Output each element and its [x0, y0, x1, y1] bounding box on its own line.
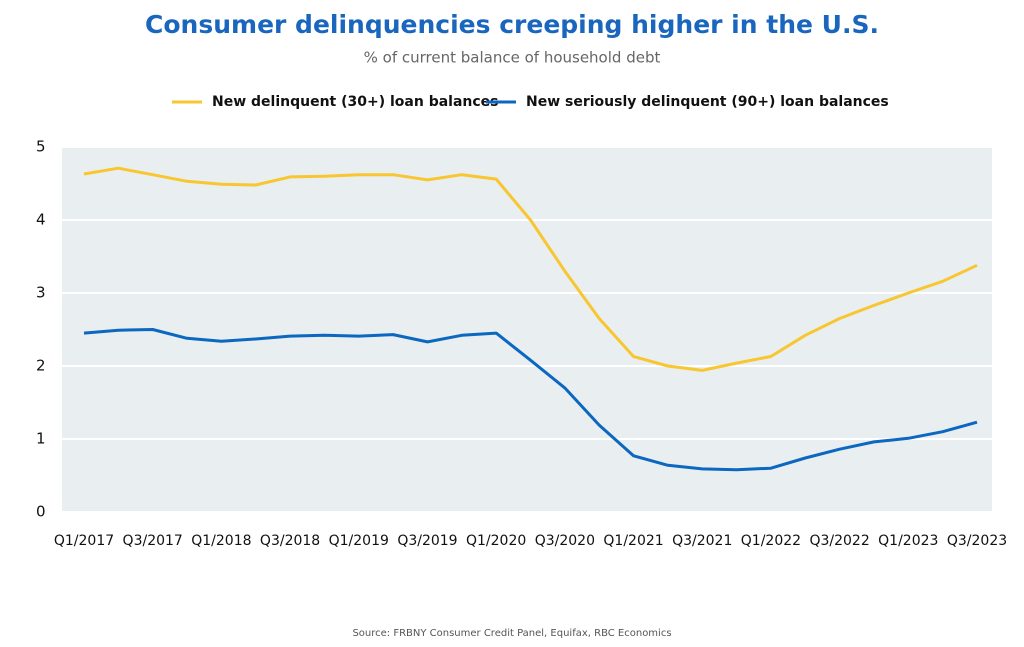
plot-background: [62, 147, 992, 512]
y-tick-label: 4: [36, 211, 46, 229]
legend-label: New delinquent (30+) loan balances: [212, 94, 499, 110]
x-tick-label: Q1/2021: [603, 533, 663, 549]
data-line: [83, 166, 978, 372]
x-tick-label: Q3/2018: [260, 533, 320, 549]
x-tick-label: Q1/2018: [191, 533, 251, 549]
x-tick-label: Q3/2020: [535, 533, 595, 549]
x-tick-label: Q3/2017: [123, 533, 183, 549]
x-tick-label: Q3/2021: [672, 533, 732, 549]
x-tick-label: Q1/2022: [741, 533, 801, 549]
source: Source: FRBNY Consumer Credit Panel, Equ…: [352, 628, 671, 639]
x-tick-label: Q1/2023: [878, 533, 938, 549]
y-tick-label: 1: [36, 430, 46, 448]
data-line: [83, 328, 978, 472]
chart-title: Consumer delinquencies creeping higher i…: [145, 10, 879, 39]
x-tick-label: Q1/2019: [329, 533, 389, 549]
legend-label: New seriously delinquent (90+) loan bala…: [526, 94, 889, 110]
x-tick-label: Q1/2017: [54, 533, 114, 549]
y-tick-label: 3: [36, 284, 46, 302]
x-tick-label: Q3/2023: [947, 533, 1007, 549]
y-tick-label: 2: [36, 357, 46, 375]
chart-subtitle: % of current balance of household debt: [364, 49, 661, 67]
x-tick-label: Q3/2022: [809, 533, 869, 549]
y-tick-label: 0: [36, 503, 46, 521]
x-tick-label: Q1/2020: [466, 533, 526, 549]
y-tick-label: 5: [36, 138, 46, 156]
x-tick-label: Q3/2019: [397, 533, 457, 549]
